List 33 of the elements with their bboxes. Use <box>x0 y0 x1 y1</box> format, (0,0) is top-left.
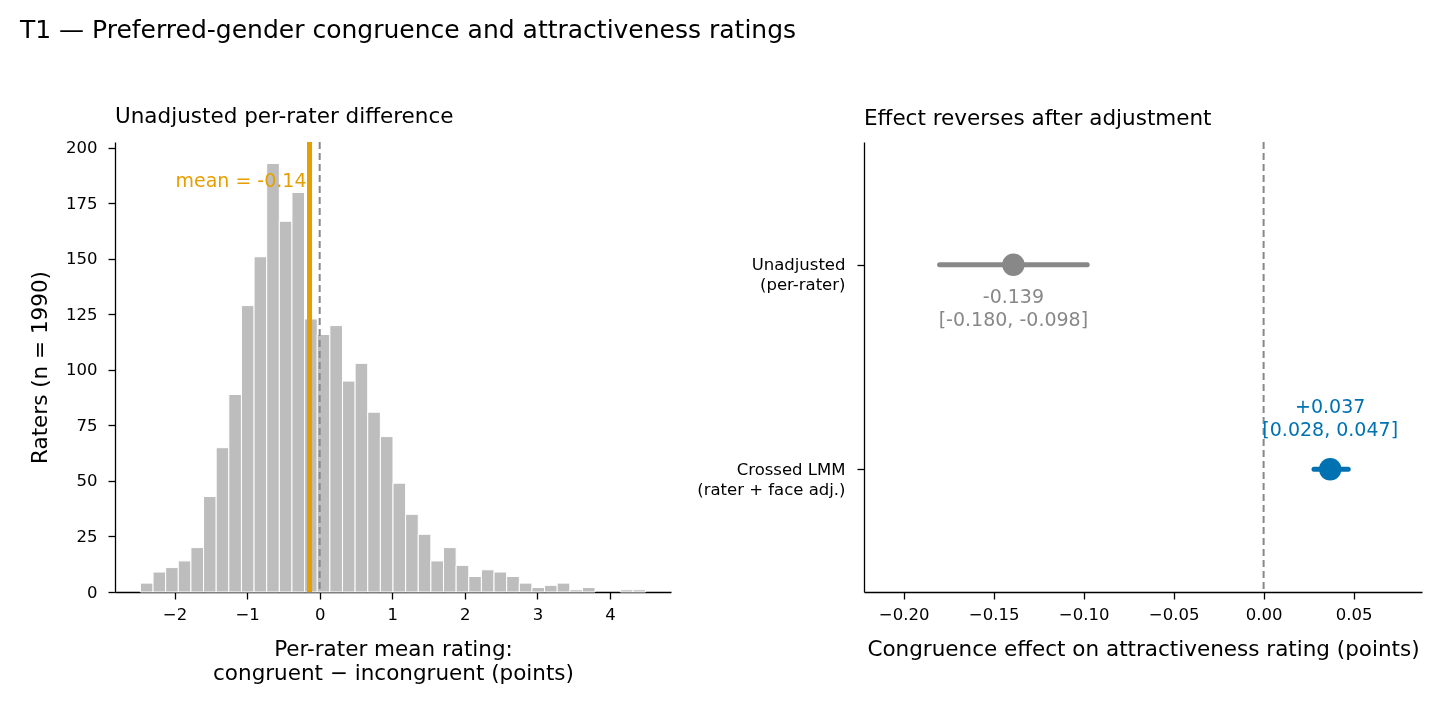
y-tick-label: Crossed LMM (rater + face adj.) <box>697 459 846 499</box>
text: T1 — Preferred-gender congruence and attractiveness ratings <box>19 15 797 44</box>
y-tick-label: 75 <box>76 416 98 435</box>
x-tick-label: −0.15 <box>968 604 1020 624</box>
x-tick-label: −2 <box>162 604 188 624</box>
x-tick-label: 0.00 <box>1245 604 1283 624</box>
y-tick-label: 175 <box>66 193 98 213</box>
x-tick-label: 1 <box>387 604 399 624</box>
ref-line-label: mean = -0.14 <box>175 169 307 191</box>
y-tick-label: Unadjusted (per-rater) <box>751 255 846 295</box>
x-tick-label: −0.10 <box>1058 604 1110 624</box>
x-tick-label: −0.20 <box>878 604 930 624</box>
x-axis-title: Per-rater mean rating: congruent − incongruent (points) <box>213 636 574 685</box>
x-tick-label: 0.05 <box>1335 604 1373 624</box>
x-tick-label: 3 <box>532 604 544 624</box>
data-label: -0.139 [-0.180, -0.098] <box>938 284 1089 330</box>
x-tick-label: 0 <box>314 604 326 624</box>
chart-title: Unadjusted per-rater difference <box>115 103 454 128</box>
y-tick-label: 125 <box>66 305 98 324</box>
x-tick-label: −1 <box>235 604 260 624</box>
x-tick-label: 4 <box>605 604 616 624</box>
y-tick-label: 200 <box>66 138 98 158</box>
y-axis-title: Raters (n = 1990) <box>27 271 53 464</box>
y-tick-label: 0 <box>87 582 98 602</box>
chart-title: Effect reverses after adjustment <box>864 104 1212 130</box>
x-tick-label: −0.05 <box>1148 604 1200 624</box>
y-tick-label: 100 <box>66 360 98 380</box>
y-tick-label: 150 <box>66 249 98 269</box>
y-tick-label: 50 <box>76 471 98 491</box>
x-axis-title: Congruence effect on attractiveness rating (points) <box>867 636 1420 661</box>
x-tick-label: 2 <box>460 604 471 624</box>
y-tick-label: 25 <box>76 527 98 546</box>
data-label: +0.037 [0.028, 0.047] <box>1262 395 1399 441</box>
